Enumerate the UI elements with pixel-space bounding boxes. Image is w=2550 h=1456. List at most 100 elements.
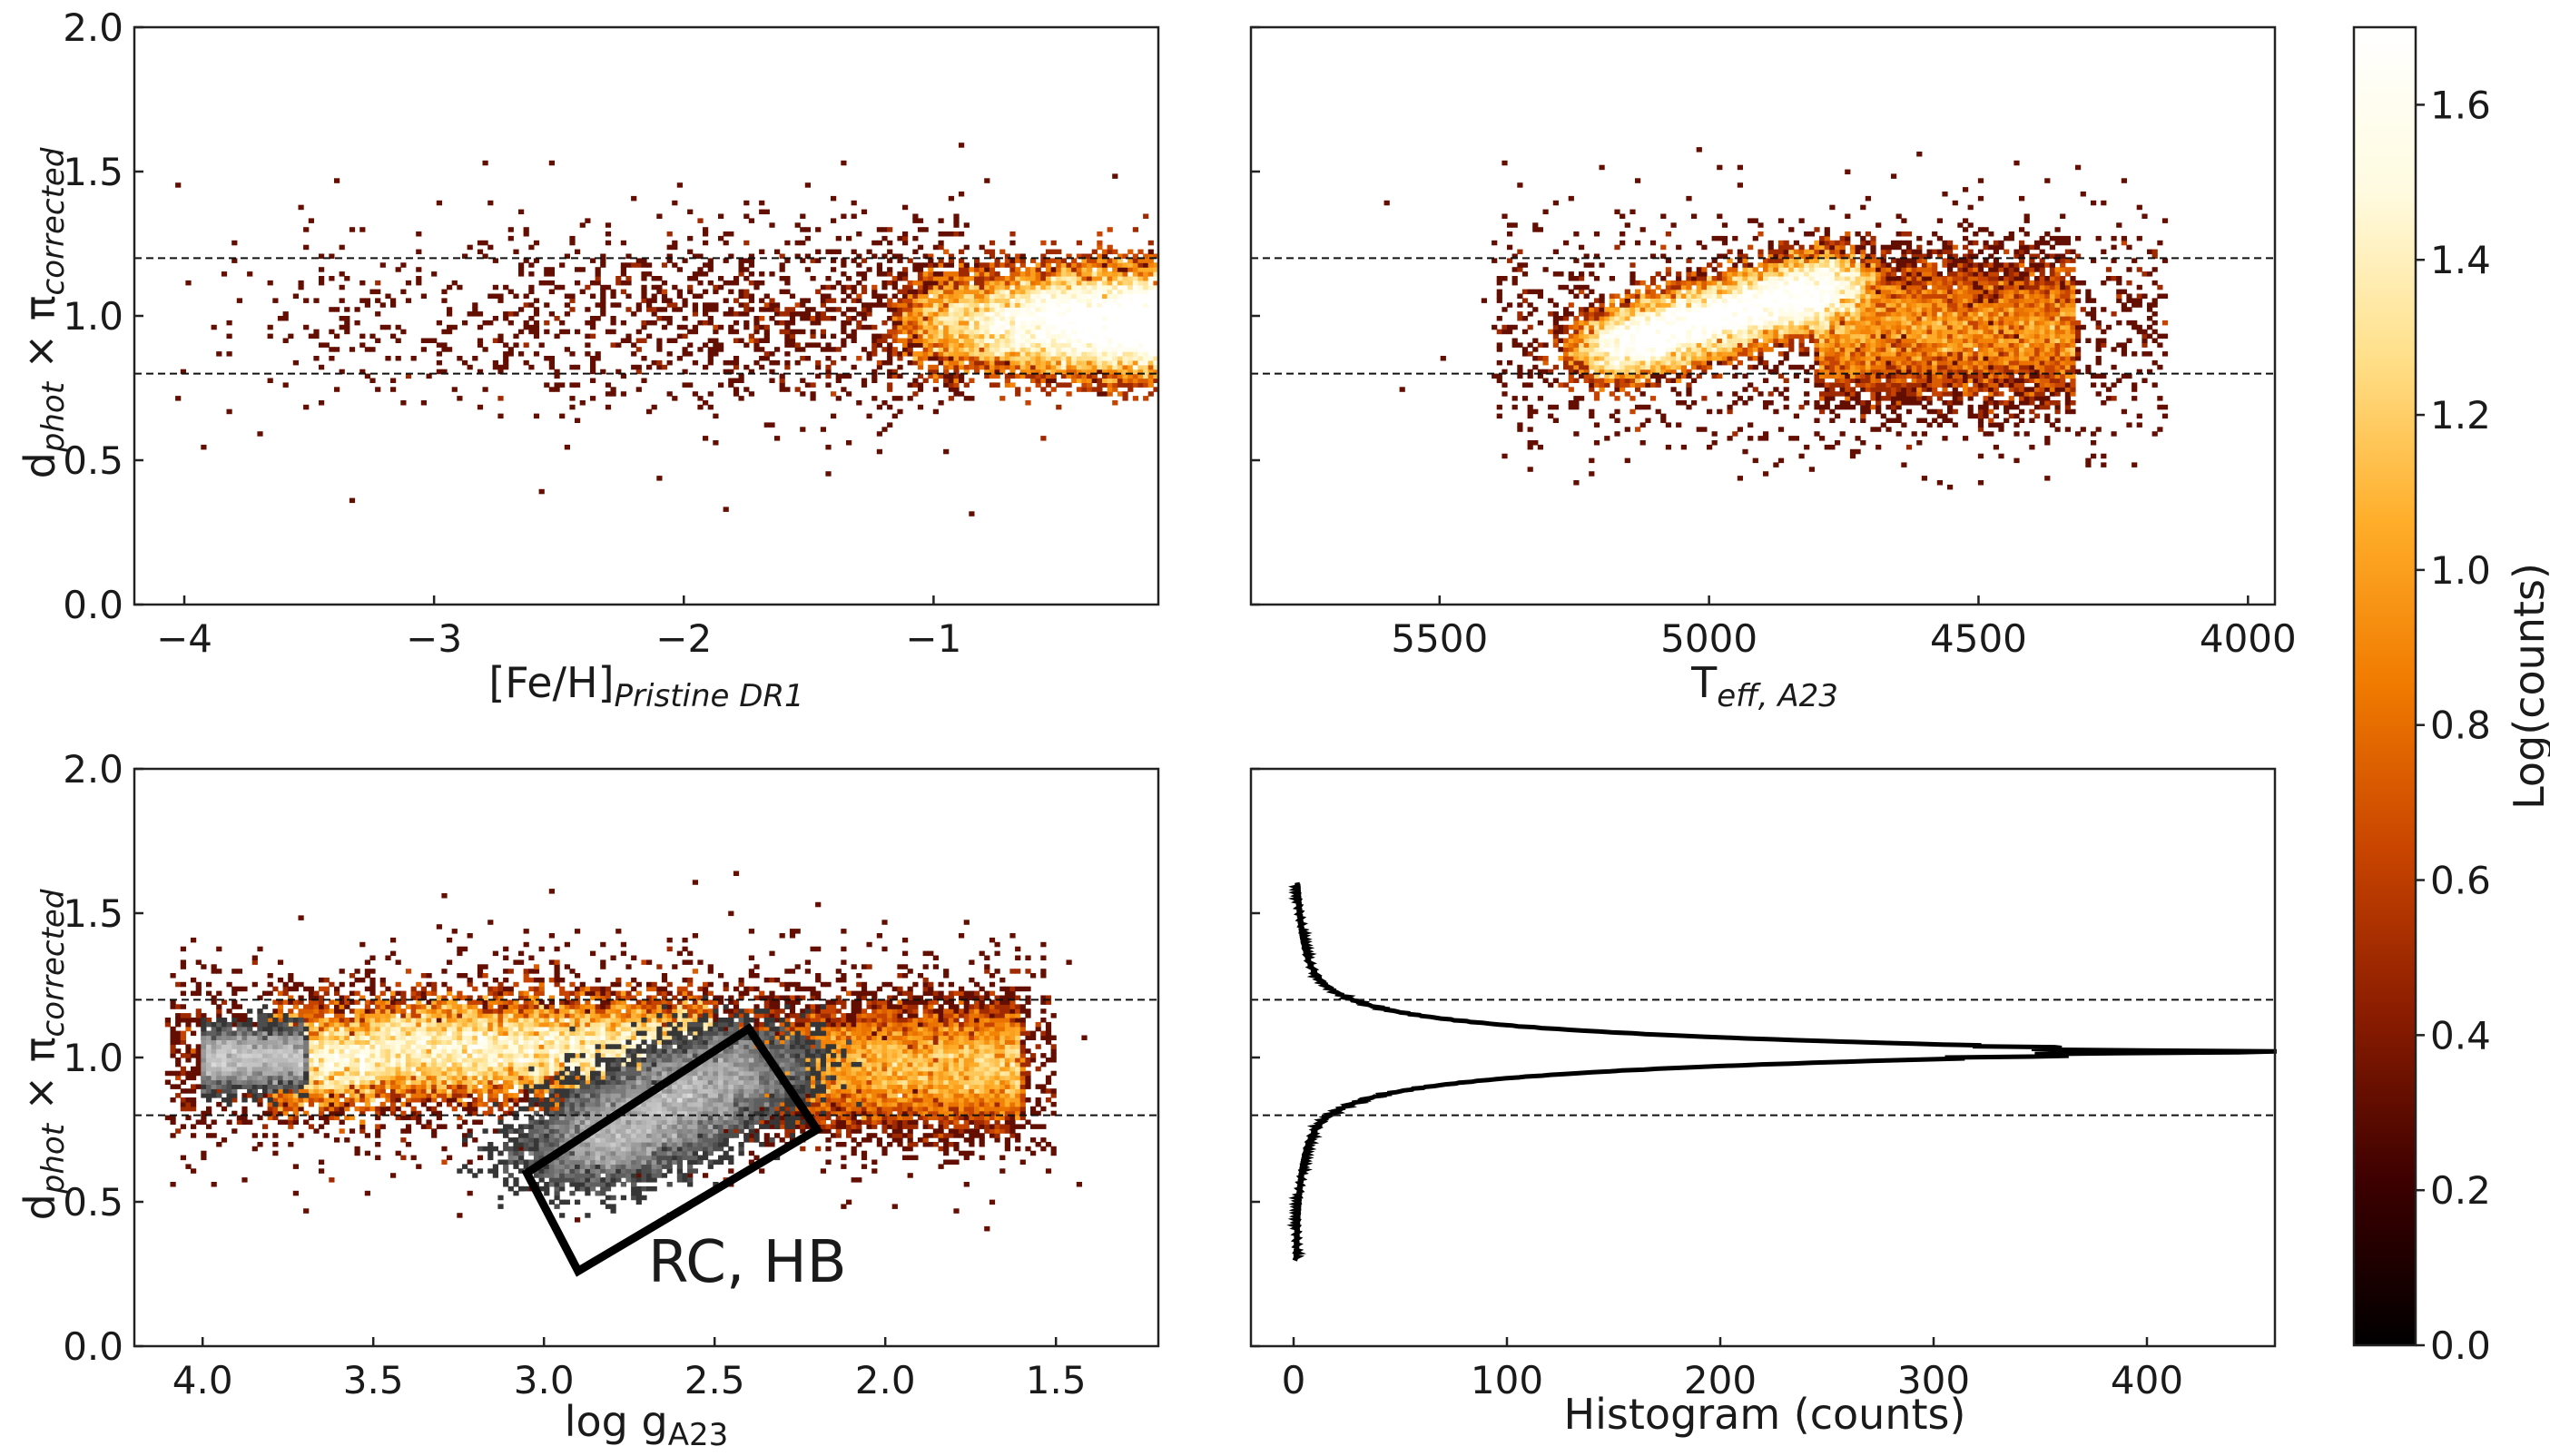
heatmap-cell (2064, 307, 2071, 312)
heatmap-cell (1025, 359, 1031, 366)
heatmap-cell (1932, 356, 1938, 361)
heatmap-cell (1107, 244, 1113, 251)
heatmap-cell (641, 262, 647, 268)
heatmap-cell (313, 298, 320, 303)
heatmap-cell (410, 356, 417, 361)
heatmap-cell (1081, 298, 1088, 303)
heatmap-cell (1097, 231, 1103, 237)
heatmap-cell (1680, 329, 1687, 335)
heatmap-cell (784, 289, 791, 295)
heatmap-cell (175, 182, 182, 188)
heatmap-cell (1988, 418, 1994, 423)
heatmap-cell (1926, 369, 1933, 375)
heatmap-cell (784, 280, 791, 286)
heatmap-cell (907, 293, 913, 299)
heatmap-cell (1025, 267, 1031, 272)
heatmap-cell (1952, 351, 1958, 357)
heatmap-cell (1122, 311, 1128, 317)
heatmap-cell (651, 298, 657, 303)
heatmap-cell (1763, 293, 1769, 299)
heatmap-cell (1967, 338, 1974, 343)
heatmap-cell (564, 253, 570, 259)
heatmap-cell (953, 302, 960, 308)
heatmap-cell (544, 320, 550, 326)
heatmap-cell (441, 329, 448, 335)
heatmap-cell (2054, 369, 2061, 375)
heatmap-cell (1143, 271, 1149, 277)
heatmap-cell (1717, 359, 1723, 366)
heatmap-cell (1599, 307, 1605, 312)
heatmap-cell (1112, 293, 1118, 299)
heatmap-cell (1676, 378, 1682, 383)
heatmap-cell (887, 356, 893, 361)
heatmap-cell (661, 262, 668, 268)
heatmap-cell (938, 280, 944, 286)
heatmap-cell (1895, 387, 1902, 392)
heatmap-cell (2033, 369, 2041, 375)
heatmap-cell (1132, 382, 1138, 388)
heatmap-cell (1963, 436, 1969, 441)
heatmap-cell (1742, 302, 1748, 308)
heatmap-cell (1589, 311, 1595, 317)
heatmap-cell (1558, 338, 1564, 343)
heatmap-cell (917, 218, 924, 223)
heatmap-cell (779, 373, 785, 379)
heatmap-cell (1589, 351, 1595, 357)
heatmap-cell (1501, 382, 1508, 388)
heatmap-cell (1757, 359, 1764, 366)
heatmap-cell (1030, 284, 1037, 290)
heatmap-cell (1936, 324, 1943, 330)
heatmap-cell (1589, 387, 1595, 392)
heatmap-cell (1895, 333, 1902, 339)
heatmap-cell (1829, 444, 1836, 450)
heatmap-cell (1870, 298, 1876, 303)
heatmap-cell (1045, 359, 1052, 366)
heatmap-cell (1040, 436, 1047, 441)
heatmap-cell (1122, 351, 1128, 357)
heatmap-cell (703, 400, 709, 406)
heatmap-cell (1926, 320, 1933, 326)
heatmap-cell (902, 338, 909, 343)
heatmap-cell (1527, 302, 1533, 308)
heatmap-cell (2023, 396, 2030, 401)
heatmap-cell (1717, 391, 1723, 397)
heatmap-cell (1563, 364, 1570, 370)
heatmap-cell (851, 329, 857, 335)
heatmap-cell (528, 302, 535, 308)
heatmap-cell (851, 307, 857, 312)
heatmap-cell (2132, 351, 2138, 357)
heatmap-cell (1066, 307, 1072, 312)
heatmap-cell (891, 413, 898, 419)
heatmap-cell (932, 342, 939, 348)
heatmap-cell (1926, 378, 1933, 383)
heatmap-cell (1819, 347, 1826, 352)
heatmap-cell (364, 302, 370, 308)
heatmap-cell (1839, 351, 1846, 357)
heatmap-cell (1153, 267, 1159, 272)
heatmap-cell (1967, 307, 1974, 312)
heatmap-cell (1035, 262, 1041, 268)
heatmap-cell (2013, 342, 2020, 348)
heatmap-cell (1660, 373, 1667, 379)
heatmap-cell (851, 364, 857, 370)
heatmap-cell (431, 338, 438, 343)
heatmap-cell (175, 396, 182, 401)
heatmap-cell (866, 249, 872, 255)
heatmap-cell (948, 324, 954, 330)
heatmap-cell (395, 338, 401, 343)
heatmap-cell (856, 400, 862, 406)
heatmap-cell (1814, 359, 1820, 366)
heatmap-cell (856, 298, 862, 303)
heatmap-cell (1589, 302, 1595, 308)
heatmap-cell (2029, 338, 2035, 343)
heatmap-cell (1973, 302, 1979, 308)
heatmap-cell (1589, 457, 1595, 464)
heatmap-cell (738, 271, 744, 277)
heatmap-cell (928, 356, 934, 361)
heatmap-cell (1870, 378, 1876, 383)
heatmap-cell (651, 284, 657, 290)
heatmap-cell (1645, 342, 1651, 348)
heatmap-cell (1963, 338, 1969, 343)
heatmap-cell (1060, 369, 1067, 375)
heatmap-cell (2091, 431, 2097, 437)
